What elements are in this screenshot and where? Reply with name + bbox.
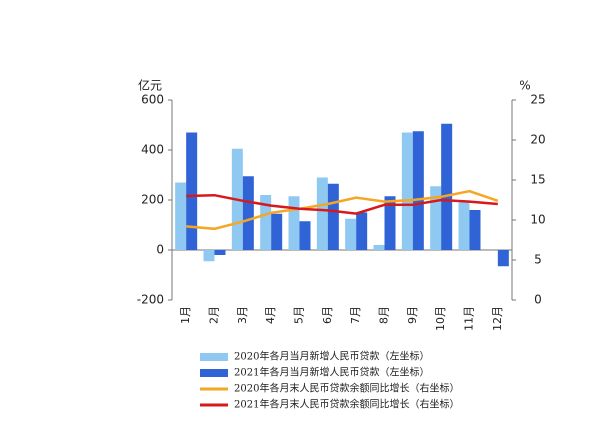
x-tick-label: 2月: [208, 306, 221, 324]
bar: [288, 196, 300, 250]
x-tick-label: 9月: [406, 306, 419, 324]
bar: [316, 177, 328, 250]
x-tick-label: 3月: [236, 306, 249, 324]
legend-swatch: [200, 353, 228, 361]
x-tick-label: 8月: [378, 306, 391, 324]
x-tick-label: 6月: [321, 306, 334, 324]
bar: [271, 213, 283, 250]
bar: [401, 132, 413, 250]
y2-tick-label: 5: [534, 253, 542, 267]
x-tick-label: 10月: [434, 306, 447, 331]
bar: [345, 218, 357, 250]
y2-tick-label: 10: [530, 213, 545, 227]
y-tick-label: -200: [137, 293, 164, 307]
legend-label: 2021年各月当月新增人民币贷款（左坐标）: [234, 366, 429, 379]
y2-tick-label: 15: [530, 173, 545, 187]
y-tick-label: 200: [141, 193, 164, 207]
bar: [356, 212, 368, 250]
line: [186, 193, 498, 215]
x-tick-label: 7月: [349, 306, 362, 324]
y2-tick-label: 20: [530, 133, 545, 147]
bar: [327, 183, 339, 250]
bar: [299, 221, 311, 250]
legend-swatch: [200, 369, 228, 377]
bar: [497, 250, 509, 267]
y-tick-label: 400: [141, 143, 164, 157]
bar: [260, 195, 272, 250]
x-tick-label: 4月: [264, 306, 277, 324]
bar: [458, 202, 470, 250]
bar: [203, 250, 215, 262]
bar: [384, 196, 396, 250]
bar: [373, 245, 385, 250]
bar: [441, 123, 453, 250]
legend-label: 2020年各月末人民币贷款余额同比增长（右坐标）: [234, 382, 459, 395]
bar: [430, 186, 442, 250]
y-tick-label: 0: [156, 243, 164, 257]
bar: [186, 132, 198, 250]
legend-label: 2020年各月当月新增人民币贷款（左坐标）: [234, 350, 429, 363]
y-axis-label: 亿元: [138, 78, 162, 93]
legend-label: 2021年各月末人民币贷款余额同比增长（右坐标）: [234, 398, 459, 411]
bar: [175, 182, 187, 250]
y2-tick-label: 25: [530, 93, 545, 107]
x-tick-label: 1月: [179, 306, 192, 324]
y2-axis-label: %: [519, 79, 530, 93]
bar: [469, 210, 481, 250]
bar: [214, 250, 226, 255]
bar: [412, 131, 424, 250]
line: [186, 189, 499, 231]
x-tick-label: 5月: [293, 306, 306, 324]
x-tick-label: 11月: [463, 306, 476, 331]
bar: [242, 176, 254, 250]
y-tick-label: 600: [141, 93, 164, 107]
x-tick-label: 12月: [491, 306, 504, 331]
y2-tick-label: 0: [534, 293, 542, 307]
